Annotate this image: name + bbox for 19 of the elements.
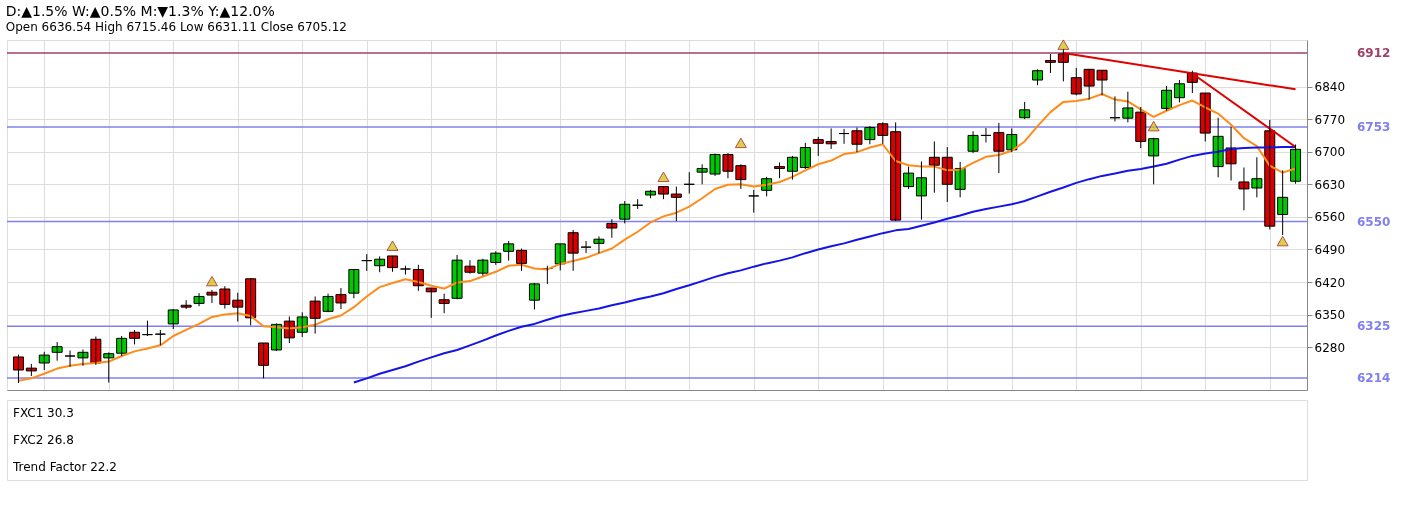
y-tick-label: 6560: [1314, 210, 1346, 225]
ref-line-label: 6214: [1357, 370, 1391, 385]
y-tick-label: 6840: [1314, 80, 1346, 95]
y-tick-label: 6700: [1314, 145, 1346, 160]
ref-line-label: 6753: [1357, 120, 1391, 135]
y-tick-label: 6770: [1314, 112, 1346, 127]
y-tick-label: 6420: [1314, 275, 1346, 290]
text: FXC2 26.8: [13, 433, 74, 447]
ref-line-label: 6325: [1357, 319, 1391, 334]
y-tick-label: 6350: [1314, 308, 1346, 323]
text: FXC1 30.3: [13, 406, 74, 421]
y-tick-label: 6280: [1314, 340, 1346, 355]
ref-line-label: 6550: [1357, 214, 1391, 229]
chart-subtitle: Open 6636.54 High 6715.46 Low 6631.11 Close 6705.12: [5, 20, 347, 35]
text: Trend Factor 22.2: [12, 459, 117, 474]
chart-title: D:▲1.5% W:▲0.5% M:▼1.3% Y:▲12.0%: [5, 3, 275, 20]
y-tick-label: 6630: [1314, 177, 1346, 192]
y-tick-label: 6490: [1314, 242, 1346, 257]
ref-line-label: 6912: [1357, 46, 1391, 61]
